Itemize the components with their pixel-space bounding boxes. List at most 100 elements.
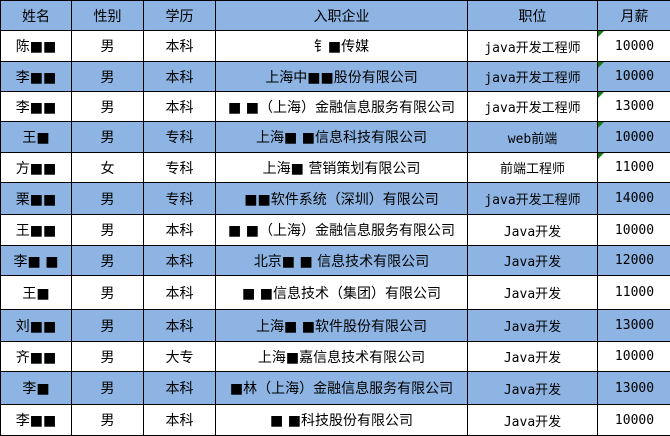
cell-position[interactable]: Java开发 xyxy=(468,342,598,372)
cell-company[interactable]: 北京■ ■ 信息技术有限公司 xyxy=(216,246,468,276)
cell-position[interactable]: Java开发 xyxy=(468,310,598,342)
cell-position[interactable]: Java开发 xyxy=(468,405,598,436)
cell-position[interactable]: java开发工程师 xyxy=(468,62,598,92)
cell-education[interactable]: 专科 xyxy=(144,183,216,215)
cell-name[interactable]: 李■■ xyxy=(1,62,72,92)
cell-position[interactable]: java开发工程师 xyxy=(468,183,598,215)
cell-company[interactable]: ■ ■（上海）金融信息服务有限公司 xyxy=(216,215,468,246)
header-education[interactable]: 学历 xyxy=(144,1,216,31)
cell-salary[interactable]: 12000 xyxy=(598,246,670,276)
cell-name[interactable]: 王■ xyxy=(1,122,72,153)
header-gender[interactable]: 性别 xyxy=(72,1,144,31)
cell-salary[interactable]: 10000 xyxy=(598,215,670,246)
cell-company[interactable]: ■ ■科技股份有限公司 xyxy=(216,405,468,436)
cell-gender[interactable]: 女 xyxy=(72,153,144,183)
cell-salary[interactable]: 13000 xyxy=(598,372,670,405)
cell-position[interactable]: Java开发 xyxy=(468,276,598,310)
cell-salary[interactable]: 10000 xyxy=(598,405,670,436)
cell-position[interactable]: java开发工程师 xyxy=(468,92,598,122)
header-salary[interactable]: 月薪 xyxy=(598,1,670,31)
cell-salary[interactable]: 13000 xyxy=(598,92,670,122)
cell-salary[interactable]: 13000 xyxy=(598,310,670,342)
cell-salary[interactable]: 14000 xyxy=(598,183,670,215)
cell-name[interactable]: 李■ ■ xyxy=(1,246,72,276)
cell-name[interactable]: 栗■■ xyxy=(1,183,72,215)
cell-name[interactable]: 陈■■ xyxy=(1,31,72,62)
cell-education[interactable]: 专科 xyxy=(144,153,216,183)
cell-name[interactable]: 刘■■ xyxy=(1,310,72,342)
cell-company[interactable]: 上海■ 营销策划有限公司 xyxy=(216,153,468,183)
header-company[interactable]: 入职企业 xyxy=(216,1,468,31)
cell-education[interactable]: 本科 xyxy=(144,405,216,436)
cell-gender[interactable]: 男 xyxy=(72,122,144,153)
cell-education[interactable]: 本科 xyxy=(144,372,216,405)
cell-gender[interactable]: 男 xyxy=(72,92,144,122)
cell-position[interactable]: Java开发 xyxy=(468,372,598,405)
cell-education[interactable]: 本科 xyxy=(144,246,216,276)
cell-education[interactable]: 大专 xyxy=(144,342,216,372)
salary-value: 10000 xyxy=(615,39,654,54)
cell-salary[interactable]: 11000 xyxy=(598,276,670,310)
cell-salary[interactable]: 11000 xyxy=(598,153,670,183)
cell-gender[interactable]: 男 xyxy=(72,405,144,436)
cell-company[interactable]: ■林（上海）金融信息服务有限公司 xyxy=(216,372,468,405)
cell-gender[interactable]: 男 xyxy=(72,372,144,405)
cell-company[interactable]: ■■软件系统（深圳）有限公司 xyxy=(216,183,468,215)
cell-name[interactable]: 李■■ xyxy=(1,92,72,122)
cell-salary[interactable]: 10000 xyxy=(598,122,670,153)
cell-position[interactable]: 前端工程师 xyxy=(468,153,598,183)
cell-education[interactable]: 本科 xyxy=(144,31,216,62)
cell-gender[interactable]: 男 xyxy=(72,310,144,342)
cell-education[interactable]: 本科 xyxy=(144,310,216,342)
cell-gender[interactable]: 男 xyxy=(72,276,144,310)
cell-company[interactable]: 上海中■■股份有限公司 xyxy=(216,62,468,92)
cell-salary[interactable]: 10000 xyxy=(598,31,670,62)
cell-education[interactable]: 本科 xyxy=(144,62,216,92)
cell-name[interactable]: 李■■ xyxy=(1,405,72,436)
cell-company[interactable]: ■ ■（上海）金融信息服务有限公司 xyxy=(216,92,468,122)
cell-education[interactable]: 本科 xyxy=(144,276,216,310)
cell-salary[interactable]: 10000 xyxy=(598,62,670,92)
cell-name[interactable]: 齐■■ xyxy=(1,342,72,372)
header-position[interactable]: 职位 xyxy=(468,1,598,31)
cell-gender[interactable]: 男 xyxy=(72,183,144,215)
cell-salary[interactable]: 10000 xyxy=(598,342,670,372)
cell-position[interactable]: Java开发 xyxy=(468,215,598,246)
cell-gender[interactable]: 男 xyxy=(72,31,144,62)
comment-marker-icon xyxy=(598,92,604,98)
cell-name[interactable]: 李■ xyxy=(1,372,72,405)
header-row: 姓名 性别 学历 入职企业 职位 月薪 xyxy=(1,1,670,31)
cell-company[interactable]: 钅■传媒 xyxy=(216,31,468,62)
cell-company[interactable]: 上海■嘉信息技术有限公司 xyxy=(216,342,468,372)
cell-company[interactable]: ■ ■信息技术（集团）有限公司 xyxy=(216,276,468,310)
cell-name[interactable]: 王■■ xyxy=(1,215,72,246)
cell-company[interactable]: 上海■ ■软件股份有限公司 xyxy=(216,310,468,342)
comment-marker-icon xyxy=(598,62,604,68)
cell-name[interactable]: 王■ xyxy=(1,276,72,310)
salary-value: 10000 xyxy=(615,130,654,145)
cell-education[interactable]: 本科 xyxy=(144,92,216,122)
cell-education[interactable]: 专科 xyxy=(144,122,216,153)
comment-marker-icon xyxy=(598,31,604,37)
cell-company[interactable]: 上海■ ■信息科技有限公司 xyxy=(216,122,468,153)
cell-education[interactable]: 本科 xyxy=(144,215,216,246)
header-name[interactable]: 姓名 xyxy=(1,1,72,31)
cell-name[interactable]: 方■■ xyxy=(1,153,72,183)
cell-gender[interactable]: 男 xyxy=(72,62,144,92)
cell-position[interactable]: Java开发 xyxy=(468,246,598,276)
cell-gender[interactable]: 男 xyxy=(72,215,144,246)
cell-position[interactable]: web前端 xyxy=(468,122,598,153)
cell-gender[interactable]: 男 xyxy=(72,342,144,372)
cell-position[interactable]: java开发工程师 xyxy=(468,31,598,62)
cell-gender[interactable]: 男 xyxy=(72,246,144,276)
